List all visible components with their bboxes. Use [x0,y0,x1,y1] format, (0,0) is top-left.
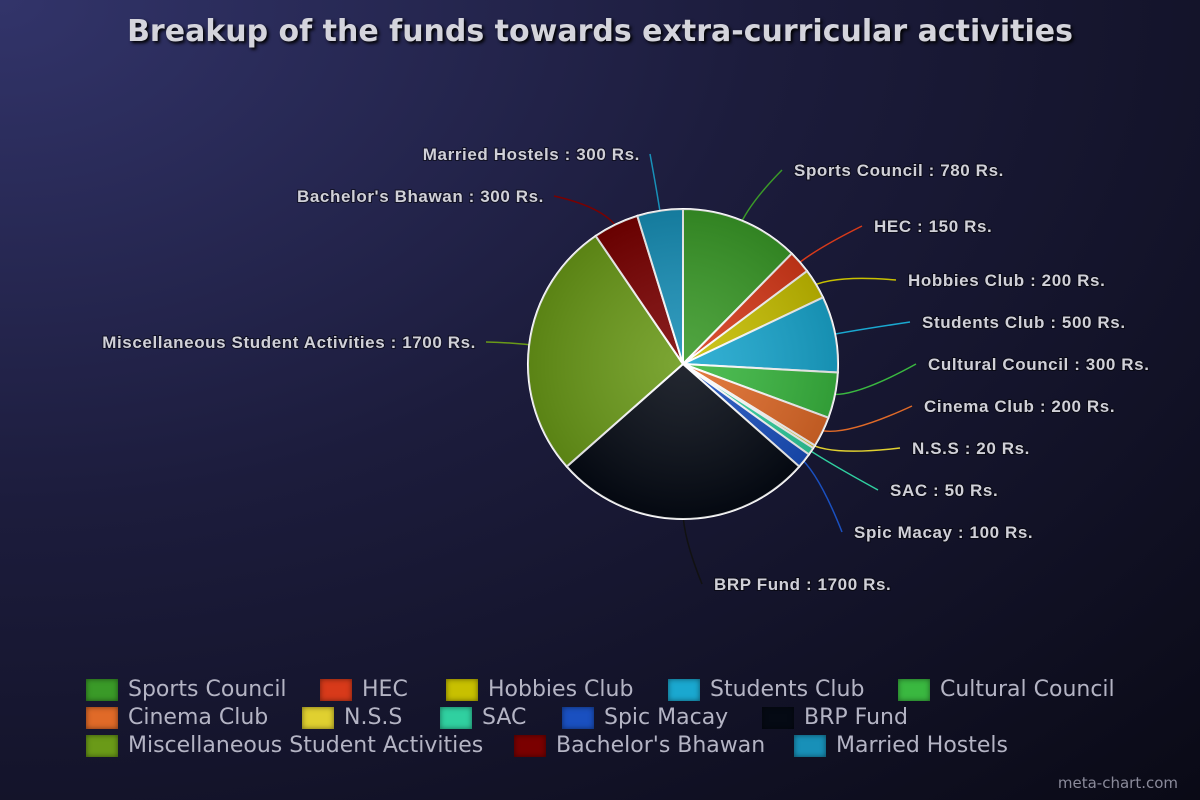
legend-item[interactable]: Students Club [668,677,864,702]
legend-item[interactable]: Sports Council [86,677,287,702]
leader-line [682,510,703,585]
leader-line [806,441,901,452]
data-label: Cultural Council : 300 Rs. [928,355,1150,374]
legend-label: Hobbies Club [488,677,634,702]
legend-item[interactable]: N.S.S [302,705,402,730]
data-label: Students Club : 500 Rs. [922,313,1126,332]
leader-line [553,195,620,232]
legend-item[interactable]: HEC [320,677,408,702]
legend-swatch [86,678,118,701]
legend-item[interactable]: Miscellaneous Student Activities [86,733,483,758]
chart-title: Breakup of the funds towards extra-curri… [127,14,1073,49]
legend-swatch [794,734,826,757]
data-label: HEC : 150 Rs. [874,217,992,236]
legend-item[interactable]: Bachelor's Bhawan [514,733,765,758]
data-label: SAC : 50 Rs. [890,481,998,500]
leader-line [797,455,843,533]
legend-item[interactable]: BRP Fund [762,705,908,730]
leader-line [793,225,863,268]
legend-swatch [86,734,118,757]
data-label: Miscellaneous Student Activities : 1700 … [102,333,476,352]
legend-label: Spic Macay [604,705,729,730]
legend-label: SAC [482,705,527,730]
data-label: Hobbies Club : 200 Rs. [908,271,1105,290]
legend-label: Cultural Council [940,677,1115,702]
watermark: meta-chart.com [1057,774,1178,792]
legend-item[interactable]: Cinema Club [86,705,268,730]
data-label: Bachelor's Bhawan : 300 Rs. [297,187,544,206]
data-label: Married Hostels : 300 Rs. [423,145,640,164]
data-label: BRP Fund : 1700 Rs. [714,575,891,594]
leader-line [738,169,783,229]
legend-label: Sports Council [128,677,287,702]
legend-label: Bachelor's Bhawan [556,733,766,758]
legend-swatch [762,706,794,729]
legend-label: Students Club [710,677,865,702]
legend-item[interactable]: SAC [440,705,526,730]
leader-line [804,446,879,491]
legend-item[interactable]: Spic Macay [562,705,728,730]
legend-swatch [86,706,118,729]
data-label: Sports Council : 780 Rs. [794,161,1004,180]
data-label: N.S.S : 20 Rs. [912,439,1030,458]
legend-swatch [446,678,478,701]
legend-label: Miscellaneous Student Activities [128,733,484,758]
legend-swatch [320,678,352,701]
legend-swatch [514,734,546,757]
legend-item[interactable]: Cultural Council [898,677,1115,702]
legend-item[interactable]: Hobbies Club [446,677,633,702]
legend-swatch [440,706,472,729]
leader-line [649,153,662,219]
legend-swatch [302,706,334,729]
legend-item[interactable]: Married Hostels [794,733,1008,758]
data-label: Spic Macay : 100 Rs. [854,523,1033,542]
legend-label: Married Hostels [836,733,1008,758]
leader-line [826,363,917,396]
leader-line [808,277,897,289]
leader-line [827,321,911,337]
legend-swatch [898,678,930,701]
legend-swatch [562,706,594,729]
legend-label: HEC [362,677,408,702]
legend-label: BRP Fund [804,705,908,730]
data-label: Cinema Club : 200 Rs. [924,397,1115,416]
legend-label: Cinema Club [128,705,269,730]
legend-swatch [668,678,700,701]
legend-label: N.S.S [344,705,403,730]
